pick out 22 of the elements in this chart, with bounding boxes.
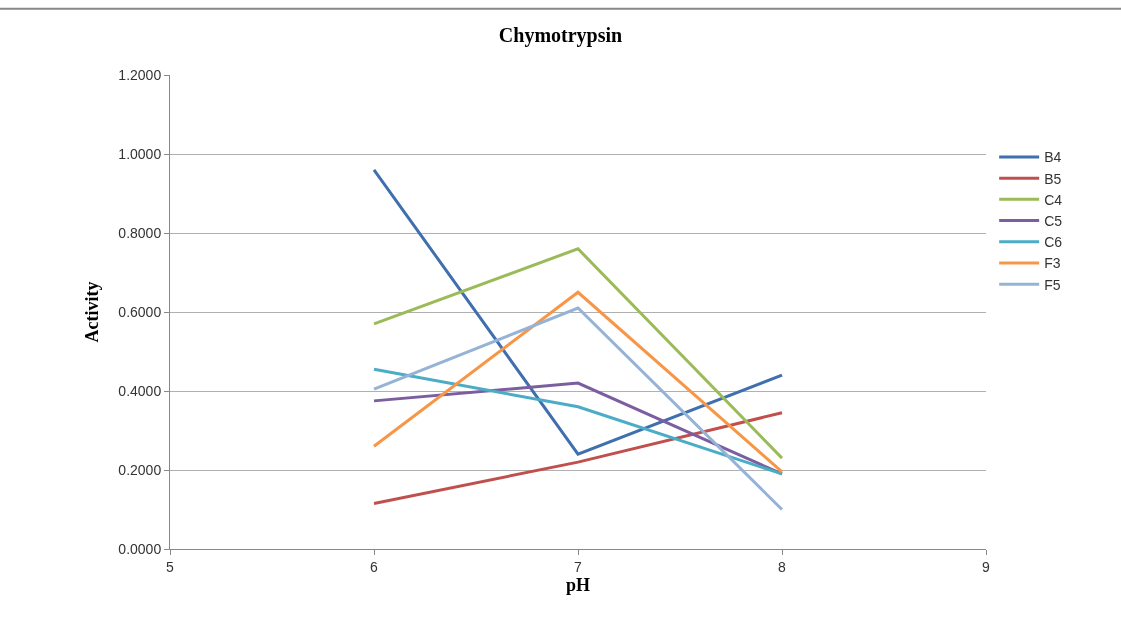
x-tick-label: 8 bbox=[778, 558, 787, 575]
legend-label: C6 bbox=[1044, 234, 1063, 251]
x-axis-title: pH bbox=[565, 574, 591, 595]
y-tick-label: 0.0000 bbox=[118, 540, 162, 557]
y-tick-label: 0.8000 bbox=[118, 224, 162, 241]
x-tick-label: 9 bbox=[982, 558, 991, 575]
chart-title: Chymotrypsin bbox=[498, 23, 623, 47]
legend-label: B4 bbox=[1044, 149, 1062, 166]
legend-label: C4 bbox=[1044, 191, 1063, 208]
x-tick-label: 7 bbox=[574, 558, 583, 575]
legend-label: F3 bbox=[1044, 255, 1061, 272]
x-tick-label: 6 bbox=[370, 558, 379, 575]
legend-label: B5 bbox=[1044, 170, 1062, 187]
legend-label: C5 bbox=[1044, 213, 1063, 230]
y-tick-label: 0.2000 bbox=[118, 461, 162, 478]
y-tick-label: 1.0000 bbox=[118, 145, 162, 162]
legend-label: F5 bbox=[1044, 276, 1061, 293]
y-tick-label: 0.4000 bbox=[118, 382, 162, 399]
y-tick-label: 0.6000 bbox=[118, 303, 162, 320]
y-axis-title: Activity bbox=[81, 281, 102, 343]
x-tick-label: 5 bbox=[166, 558, 175, 575]
y-tick-label: 1.2000 bbox=[118, 66, 162, 83]
